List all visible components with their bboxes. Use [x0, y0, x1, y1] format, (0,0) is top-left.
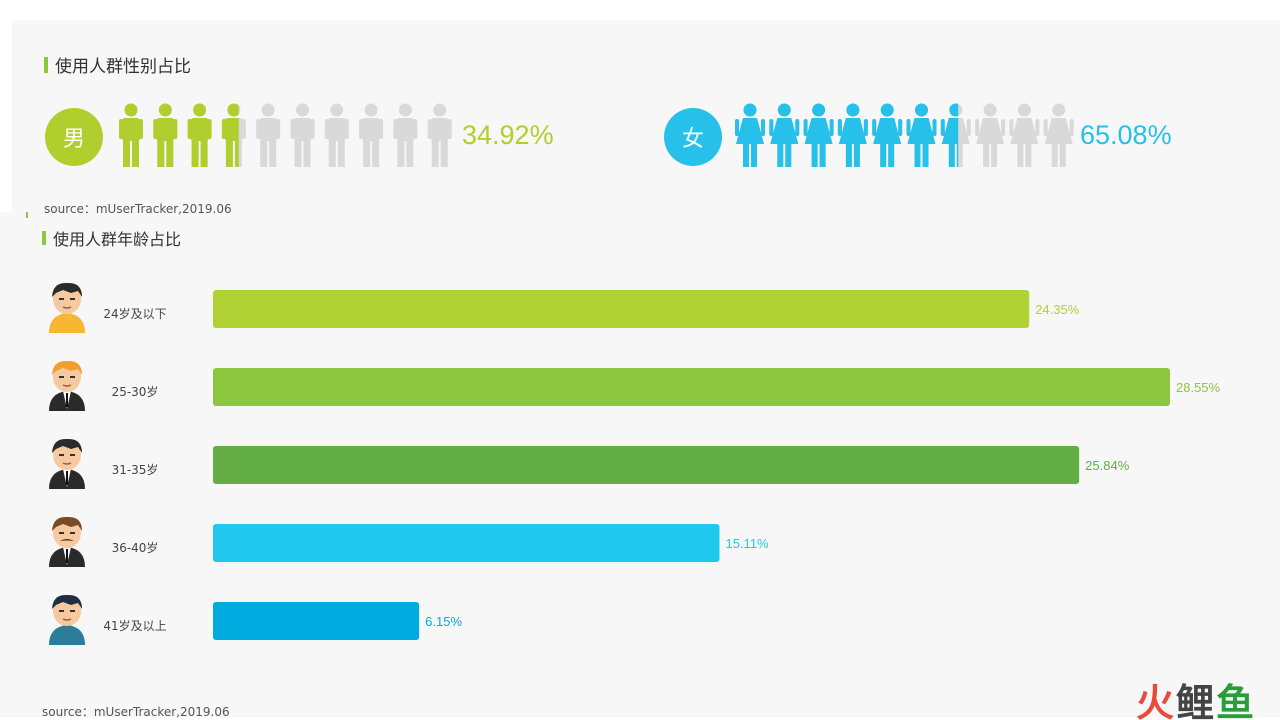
boy-avatar-icon [49, 282, 85, 333]
age-bar [213, 446, 1080, 484]
male-figure-icon [256, 103, 281, 167]
female-figures [735, 103, 1074, 167]
age-bar-value-label: 6.15% [425, 614, 462, 629]
female-figure-icon-filled [940, 103, 959, 167]
age-bar [213, 602, 420, 640]
age-category-label: 25-30岁 [112, 384, 159, 399]
age-category-label: 24岁及以下 [103, 306, 166, 321]
female-badge: 女 [664, 108, 722, 166]
older-man-avatar-icon [49, 594, 85, 645]
accent-tick [26, 212, 28, 218]
blond-man-avatar-icon [49, 360, 85, 411]
female-figure-icon [1043, 103, 1074, 167]
male-figure-icon [290, 103, 315, 167]
male-figure-icon-filled [153, 103, 178, 167]
female-figure-icon-filled [837, 103, 868, 167]
gender-source: source：mUserTracker,2019.06 [44, 202, 232, 216]
female-filled-figures [735, 103, 959, 167]
age-category-label: 31-35岁 [112, 462, 159, 477]
watermark-char-1: 火 [1135, 681, 1176, 720]
age-bar-value-label: 28.55% [1176, 380, 1221, 395]
brand-watermark: 火鲤鱼 [1136, 672, 1256, 720]
age-bar [213, 290, 1030, 328]
male-figure-icon [324, 103, 349, 167]
female-figure-icon [1009, 103, 1040, 167]
age-source: source：mUserTracker,2019.06 [42, 705, 230, 719]
watermark-char-3: 鱼 [1215, 681, 1256, 720]
female-figure-icon-filled [906, 103, 937, 167]
female-figure-icon-filled [735, 103, 765, 167]
gender-panel [12, 20, 1280, 214]
male-filled-figures [119, 103, 239, 167]
male-figure-icon-filled [187, 103, 212, 167]
female-figure-icon [975, 103, 1006, 167]
male-figure-icon [393, 103, 418, 167]
gender-title-text: 使用人群性别占比 [55, 57, 191, 77]
age-bar-chart: 24岁及以下 24.35% 25-30岁 28.55% 31-35岁 25.84% 36-4… [49, 282, 1221, 645]
male-figure-icon-filled [221, 103, 239, 167]
mustache-man-avatar-icon [49, 516, 85, 567]
female-percentage: 65.08% [1080, 120, 1172, 150]
title-accent-bar [42, 231, 46, 245]
age-title-text: 使用人群年龄占比 [53, 230, 182, 249]
age-bar [213, 368, 1170, 406]
female-figure-icon-filled [769, 103, 800, 167]
male-figure-icon-filled [119, 103, 143, 167]
female-figure-icon-filled [803, 103, 834, 167]
age-bar-value-label: 24.35% [1035, 302, 1080, 317]
age-category-label: 36-40岁 [112, 540, 159, 555]
male-badge: 男 [45, 108, 103, 166]
male-percentage: 34.92% [462, 120, 554, 150]
age-bar-value-label: 15.11% [725, 536, 769, 551]
gender-section-title: 使用人群性别占比 [44, 52, 191, 77]
male-figures [119, 103, 452, 167]
suited-man-avatar-icon [49, 438, 85, 489]
age-bar-value-label: 25.84% [1085, 458, 1130, 473]
female-figure-icon-filled [872, 103, 903, 167]
male-figure-icon [427, 103, 452, 167]
age-section-title: 使用人群年龄占比 [42, 226, 181, 250]
watermark-char-2: 鲤 [1175, 681, 1216, 720]
title-accent-bar [44, 56, 48, 73]
age-bar [213, 524, 720, 562]
male-figure-icon [359, 103, 384, 167]
age-category-label: 41岁及以上 [103, 618, 166, 633]
